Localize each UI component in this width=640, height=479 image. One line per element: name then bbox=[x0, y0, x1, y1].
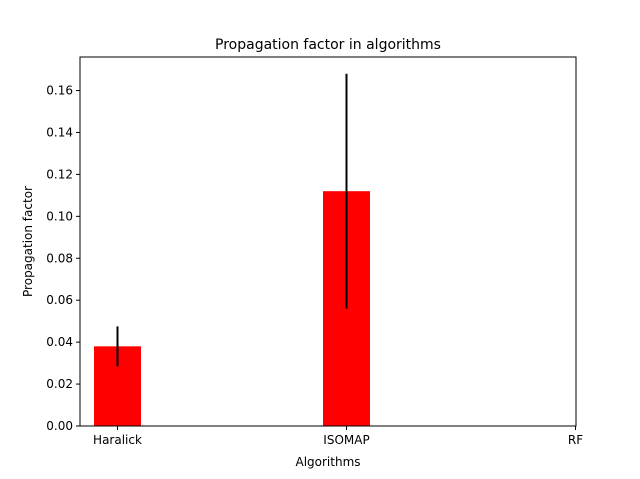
x-tick-label-rf: RF bbox=[568, 433, 583, 447]
x-tick-label-haralick: Haralick bbox=[93, 433, 142, 447]
y-tick-label: 0.02 bbox=[46, 377, 73, 391]
y-axis: 0.00 0.02 0.04 0.06 0.08 0.10 0.12 0.14 0.16 bbox=[46, 84, 80, 433]
x-axis: Haralick ISOMAP RF bbox=[93, 426, 583, 447]
y-tick-label: 0.04 bbox=[46, 335, 73, 349]
y-tick-label: 0.12 bbox=[46, 167, 73, 181]
plot-frame bbox=[79, 56, 577, 427]
y-tick-label: 0.10 bbox=[46, 209, 73, 223]
x-axis-title: Algorithms bbox=[295, 455, 360, 469]
y-tick-label: 0.06 bbox=[46, 293, 73, 307]
y-tick-label: 0.16 bbox=[46, 84, 73, 98]
bars-layer bbox=[94, 191, 370, 426]
errorbars-layer bbox=[116, 73, 348, 367]
y-axis-title: Propagation factor bbox=[21, 186, 35, 297]
y-tick-label: 0.00 bbox=[46, 419, 73, 433]
x-tick-label-isomap: ISOMAP bbox=[323, 433, 369, 447]
chart-title: Propagation factor in algorithms bbox=[215, 37, 441, 53]
y-tick-label: 0.08 bbox=[46, 251, 73, 265]
y-tick-label: 0.14 bbox=[46, 125, 73, 139]
